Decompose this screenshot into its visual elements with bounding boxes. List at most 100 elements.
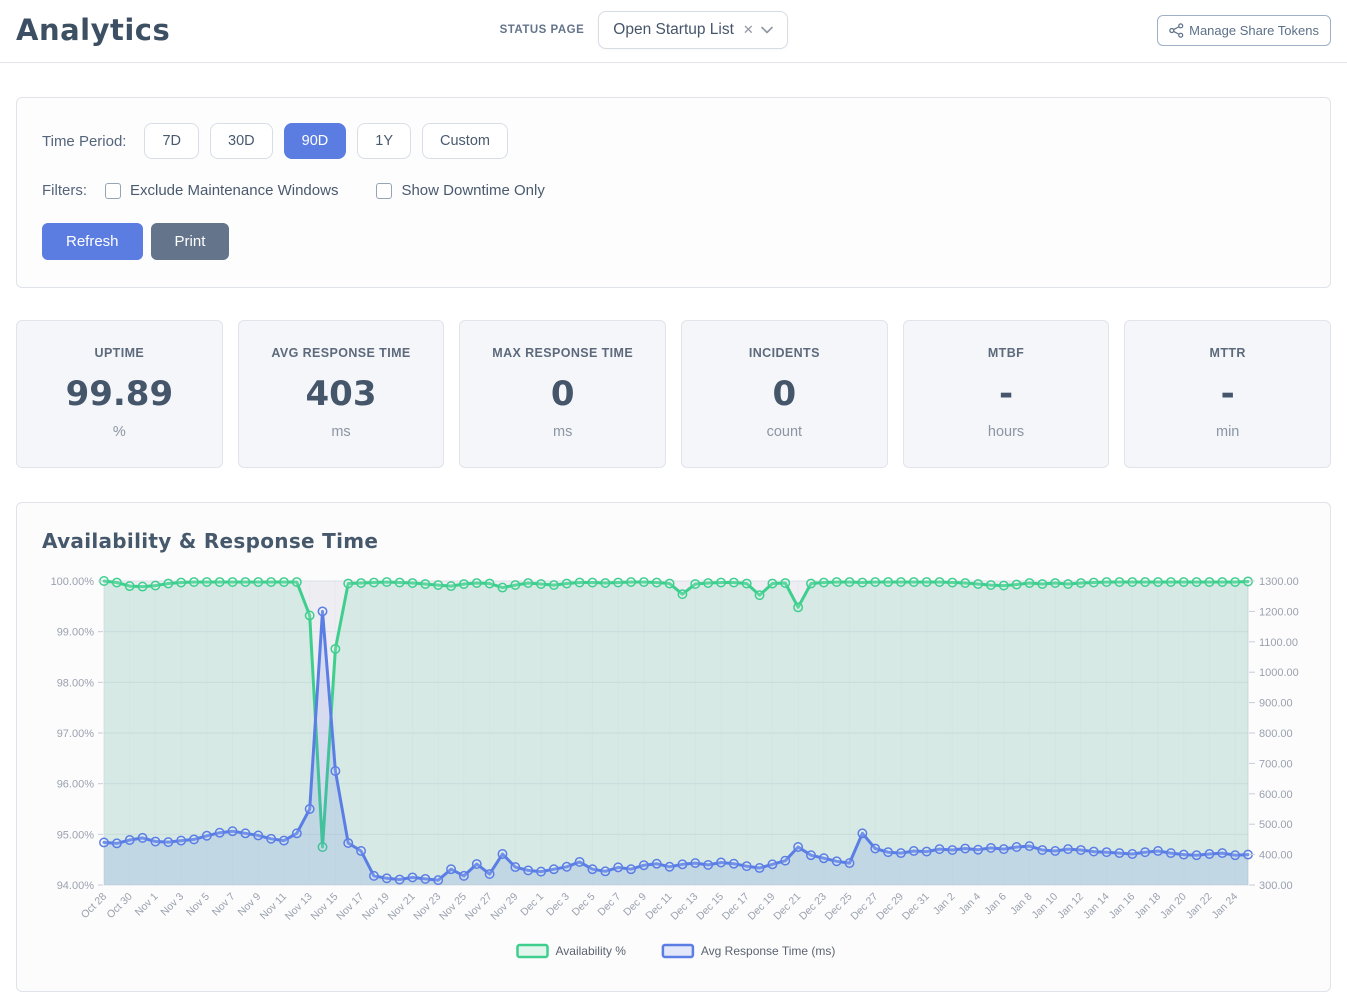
svg-text:Nov 11: Nov 11 [258,891,290,923]
checkbox-icon[interactable] [105,182,121,199]
metric-value: 0 [772,374,797,414]
svg-text:95.00%: 95.00% [57,829,95,841]
period-90d-button[interactable]: 90D [283,123,347,159]
svg-text:Jan 16: Jan 16 [1107,891,1138,922]
svg-text:Oct 30: Oct 30 [104,891,134,921]
metric-title: INCIDENTS [748,346,820,360]
svg-text:Jan 24: Jan 24 [1209,891,1240,922]
svg-text:1200.00: 1200.00 [1259,606,1299,618]
svg-text:Dec 27: Dec 27 [848,891,880,923]
metric-value: 0 [550,374,575,414]
exclude-maintenance-checkbox[interactable]: Exclude Maintenance Windows [105,182,338,199]
svg-text:Nov 25: Nov 25 [437,891,469,923]
svg-text:Jan 18: Jan 18 [1132,891,1163,922]
svg-text:Nov 19: Nov 19 [360,891,392,923]
metric-title: AVG RESPONSE TIME [271,346,411,360]
chevron-down-icon [761,26,773,34]
period-30d-button[interactable]: 30D [210,123,273,159]
chart-axes: 94.00% 95.00% 96.00% 97.00% 98.00% 99.00% 100.… [51,576,1299,892]
status-page-select[interactable]: Open Startup List ✕ [598,11,788,49]
metric-value: - [998,374,1014,414]
print-button[interactable]: Print [150,223,230,260]
share-icon [1169,22,1184,38]
svg-text:Dec 7: Dec 7 [595,891,623,919]
series-markers [99,606,1253,886]
series-markers [99,576,1253,852]
refresh-button[interactable]: Refresh [42,223,143,260]
svg-text:1100.00: 1100.00 [1259,637,1298,649]
chart-legend: Availability % Avg Response Time (ms) [516,943,836,959]
svg-text:94.00%: 94.00% [57,880,95,892]
period-custom-button[interactable]: Custom [422,123,508,159]
svg-text:Dec 17: Dec 17 [720,891,752,923]
svg-text:700.00: 700.00 [1259,758,1293,770]
metric-title: UPTIME [94,346,145,360]
svg-text:99.00%: 99.00% [57,627,95,639]
metric-unit: ms [331,424,351,440]
chart-svg: 94.00% 95.00% 96.00% 97.00% 98.00% 99.00% 100.… [51,576,1299,959]
svg-text:Jan 6: Jan 6 [982,891,1009,918]
status-page-label: STATUS PAGE [499,24,585,36]
metric-unit: hours [987,424,1025,440]
svg-text:Dec 11: Dec 11 [643,891,675,923]
checkbox-icon[interactable] [376,182,393,199]
filters-panel: Time Period: 7D 30D 90D 1Y Custom Filter… [16,97,1331,288]
svg-text:Dec 19: Dec 19 [746,891,778,923]
svg-text:Nov 15: Nov 15 [308,891,340,923]
svg-text:Jan 12: Jan 12 [1055,891,1086,922]
svg-text:Jan 2: Jan 2 [931,891,958,918]
time-period-row: Time Period: 7D 30D 90D 1Y Custom [42,123,1305,159]
svg-text:Jan 10: Jan 10 [1030,891,1061,922]
show-downtime-label: Show Downtime Only [401,182,545,199]
chart-title: Availability & Response Time [42,529,379,553]
show-downtime-checkbox[interactable]: Show Downtime Only [376,182,545,199]
metric-card-mttr: MTTR - min [1124,320,1332,468]
svg-text:Dec 21: Dec 21 [771,891,803,923]
svg-text:Nov 23: Nov 23 [411,891,443,923]
status-page-selected-value: Open Startup List [613,21,734,38]
period-7d-button[interactable]: 7D [144,123,200,159]
svg-text:Nov 1: Nov 1 [133,891,161,919]
svg-text:500.00: 500.00 [1259,819,1293,831]
filters-row: Filters: Exclude Maintenance Windows Sho… [42,182,1305,199]
svg-text:1300.00: 1300.00 [1259,576,1299,588]
exclude-maintenance-label: Exclude Maintenance Windows [130,182,339,199]
svg-text:Nov 29: Nov 29 [488,891,520,923]
svg-text:Nov 21: Nov 21 [386,891,418,923]
svg-text:Avg Response Time (ms): Avg Response Time (ms) [701,944,836,958]
svg-text:Dec 31: Dec 31 [900,891,932,923]
manage-share-tokens-button[interactable]: Manage Share Tokens [1157,14,1331,46]
svg-text:Jan 20: Jan 20 [1158,891,1189,922]
metric-title: MAX RESPONSE TIME [492,346,634,360]
metric-unit: % [112,424,126,440]
filters-label: Filters: [42,182,87,199]
chart-panel: Availability & Response Time 94.00% 95.00… [16,502,1331,992]
metric-card-avg-response: AVG RESPONSE TIME 403 ms [237,320,445,468]
svg-text:96.00%: 96.00% [57,779,95,791]
svg-text:97.00%: 97.00% [57,728,95,740]
period-1y-button[interactable]: 1Y [357,123,411,159]
availability-response-chart: 94.00% 95.00% 96.00% 97.00% 98.00% 99.00% 100.… [32,565,1315,977]
metric-card-mtbf: MTBF - hours [902,320,1110,468]
metric-value: - [1220,374,1235,414]
svg-text:Dec 1: Dec 1 [518,891,546,919]
svg-text:Dec 25: Dec 25 [823,891,855,923]
clear-icon[interactable]: ✕ [742,22,754,37]
svg-text:Dec 23: Dec 23 [797,891,829,923]
svg-text:100.00%: 100.00% [51,576,95,588]
svg-text:300.00: 300.00 [1259,880,1293,892]
svg-text:Oct 28: Oct 28 [79,891,109,921]
metric-unit: min [1216,424,1240,440]
manage-share-tokens-label: Manage Share Tokens [1189,22,1319,38]
svg-text:Jan 14: Jan 14 [1081,891,1112,922]
svg-text:1000.00: 1000.00 [1259,667,1299,679]
svg-text:Nov 27: Nov 27 [463,891,495,923]
svg-text:Jan 4: Jan 4 [957,891,984,918]
metric-title: MTTR [1209,346,1246,360]
metrics-row: UPTIME 99.89 % AVG RESPONSE TIME 403 ms … [16,320,1332,468]
svg-text:Nov 3: Nov 3 [158,891,186,919]
header: Analytics STATUS PAGE Open Startup List … [0,0,1347,63]
metric-unit: ms [553,424,573,440]
